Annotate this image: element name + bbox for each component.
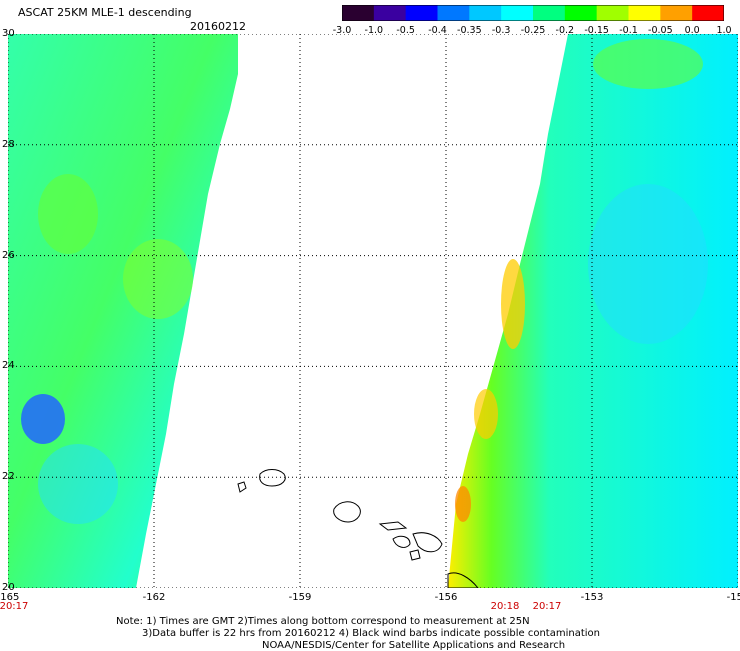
image-title: ASCAT 25KM MLE-1 descending [18, 6, 192, 19]
colorbar-tick-label: -0.15 [584, 25, 609, 36]
longitude-label: -159 [288, 592, 312, 603]
latitude-label: 22 [2, 471, 15, 483]
colorbar-tick-label: -0.05 [648, 25, 673, 36]
latitude-label: 26 [2, 249, 15, 261]
longitude-label: -162 [142, 592, 166, 603]
longitude-label: -150 [726, 592, 740, 603]
time-label-west: 20:17 [0, 601, 29, 612]
latitude-label: 24 [2, 360, 15, 372]
colorbar-tick-label: -0.3 [491, 25, 511, 36]
time-label-east-2: 20:17 [532, 601, 562, 612]
colorbar-tick-label: -0.1 [619, 25, 638, 36]
colorbar-segment [437, 5, 470, 21]
west-swath [8, 34, 238, 588]
colorbar-segment [596, 5, 629, 21]
colorbar-segment [628, 5, 661, 21]
low-value-blob [21, 394, 65, 444]
hawaii-coastlines [237, 469, 479, 588]
colorbar-tick-label: -0.5 [396, 25, 415, 36]
colorbar-segment [533, 5, 566, 21]
east-swath [448, 34, 738, 588]
colorbar-tick-label: 0.0 [684, 25, 700, 36]
map-panel [8, 34, 738, 588]
longitude-label: -156 [434, 592, 458, 603]
colorbar-tick-label: -1.0 [364, 25, 384, 36]
colorbar-segment [660, 5, 693, 21]
time-label-east-1: 20:18 [490, 601, 520, 612]
colorbar-tick-label: -0.4 [428, 25, 447, 36]
colorbar-segment [342, 5, 375, 21]
colorbar-segment [501, 5, 534, 21]
colorbar-tick-label: 1.0 [716, 25, 732, 36]
latitude-label: 30 [2, 28, 15, 39]
colorbar-segment [373, 5, 407, 21]
longitude-label: -153 [580, 592, 604, 603]
note-line-2: 3)Data buffer is 22 hrs from 20160212 4)… [142, 628, 600, 639]
colorbar-segment [469, 5, 502, 21]
image-date: 20160212 [190, 20, 246, 33]
latitude-label: 20 [2, 582, 15, 593]
note-line-1: Note: 1) Times are GMT 2)Times along bot… [116, 616, 530, 627]
longitude-label: -165 [0, 592, 20, 603]
colorbar [342, 5, 724, 21]
graticule [8, 34, 738, 588]
latitude-label: 28 [2, 138, 15, 150]
colorbar-tick-label: -3.0 [332, 25, 352, 36]
colorbar-segment [692, 5, 724, 21]
note-line-3: NOAA/NESDIS/Center for Satellite Applica… [262, 640, 566, 651]
colorbar-tick-label: -0.25 [520, 25, 546, 36]
colorbar-tick-label: -0.35 [457, 25, 482, 36]
colorbar-segment [564, 5, 598, 21]
colorbar-tick-label: -0.2 [555, 25, 575, 36]
colorbar-segment [405, 5, 438, 21]
